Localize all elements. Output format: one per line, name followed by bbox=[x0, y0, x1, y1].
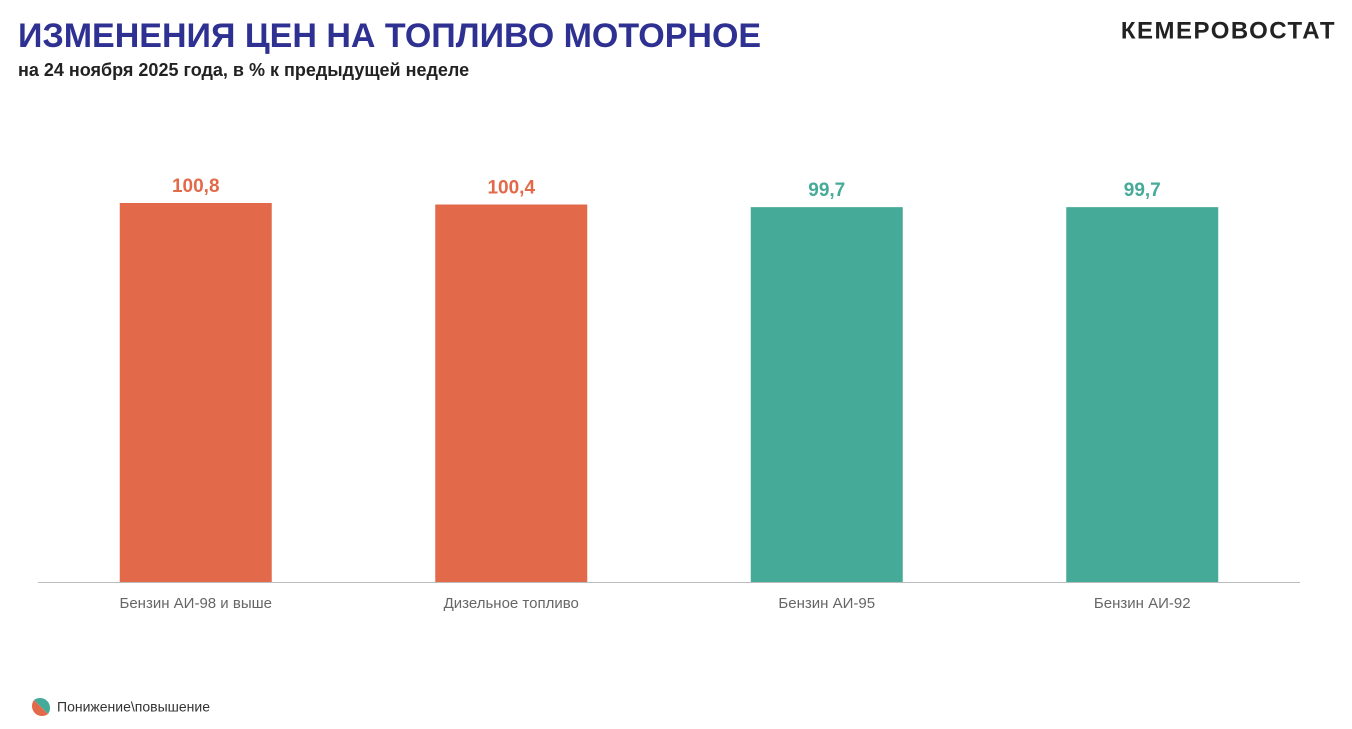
legend-swatch bbox=[34, 697, 51, 714]
value-label: 99,7 bbox=[808, 180, 845, 201]
x-tick-label: Бензин АИ-92 bbox=[1094, 595, 1191, 612]
bar bbox=[750, 207, 903, 582]
legend-label: Понижение\повышение bbox=[57, 699, 210, 715]
bar bbox=[119, 203, 272, 582]
x-tick-label: Бензин АИ-98 и выше bbox=[120, 595, 272, 612]
x-tick-label: Бензин АИ-95 bbox=[778, 595, 875, 612]
value-label: 100,4 bbox=[487, 178, 535, 199]
x-tick-label: Дизельное топливо bbox=[444, 595, 579, 612]
brand: КЕМЕРОВОСТАТ bbox=[1121, 17, 1336, 44]
value-label: 100,8 bbox=[172, 176, 220, 197]
bar bbox=[1066, 207, 1219, 582]
legend-swatch bbox=[31, 700, 48, 716]
chart-subtitle: на 24 ноября 2025 года, в % к предыдущей… bbox=[18, 60, 469, 80]
value-label: 99,7 bbox=[1124, 180, 1161, 201]
chart-title: ИЗМЕНЕНИЯ ЦЕН НА ТОПЛИВО МОТОРНОЕ bbox=[18, 17, 761, 55]
bar bbox=[435, 204, 588, 582]
